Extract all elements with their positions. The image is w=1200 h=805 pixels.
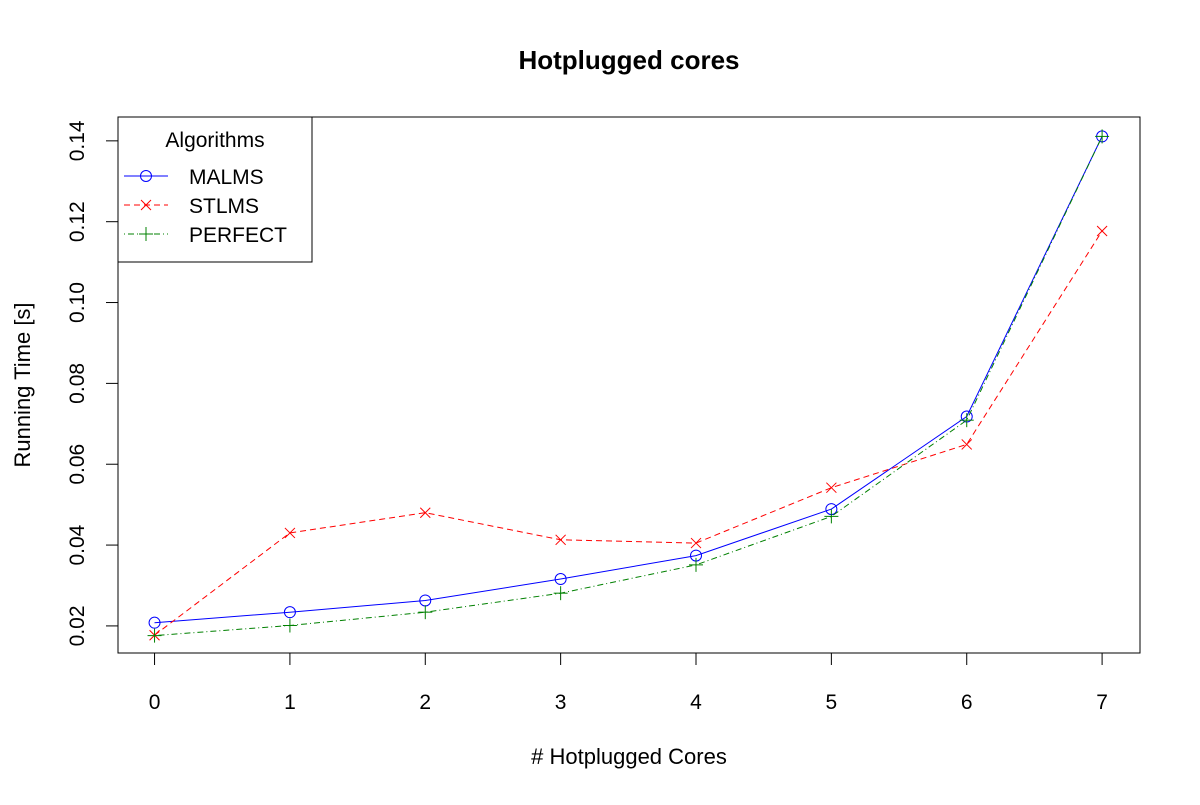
data-point-perfect xyxy=(282,618,297,633)
series-layer xyxy=(147,129,1110,643)
data-point-stlms xyxy=(419,507,431,519)
legend-box xyxy=(117,116,313,263)
legend-marker xyxy=(140,170,152,182)
x-axis: 0 1 2 3 4 5 6 7 xyxy=(149,652,1108,714)
legend-label: PERFECT xyxy=(189,224,287,247)
data-point-stlms xyxy=(690,537,702,549)
data-point-stlms xyxy=(961,439,973,450)
data-point-perfect xyxy=(689,557,704,572)
y-axis-label: Running Time [s] xyxy=(10,302,35,467)
data-point-stlms xyxy=(1096,225,1108,237)
data-point-perfect xyxy=(824,509,839,524)
legend-label: MALMS xyxy=(189,166,264,189)
x-tick-label: 0 xyxy=(149,691,161,714)
y-tick-label: 0.04 xyxy=(66,524,89,565)
data-point-perfect xyxy=(553,586,568,601)
legend-marker xyxy=(140,199,152,211)
y-tick-label: 0.08 xyxy=(66,363,89,404)
legend-marker xyxy=(139,227,153,241)
legend-items: MALMS STLMS PERFECT xyxy=(124,166,287,247)
x-axis-label: # Hotplugged Cores xyxy=(531,744,727,769)
chart-title: Hotplugged cores xyxy=(518,45,739,75)
x-tick-label: 7 xyxy=(1096,691,1108,714)
series-line-malms xyxy=(154,136,1103,624)
data-point-perfect xyxy=(147,628,162,643)
legend: Algorithms MALMS STLMS PERFECT xyxy=(117,116,313,263)
data-point-stlms xyxy=(826,482,837,494)
x-tick-label: 4 xyxy=(690,691,702,714)
y-tick-label: 0.12 xyxy=(66,201,89,242)
data-point-perfect xyxy=(1095,129,1110,144)
legend-label: STLMS xyxy=(189,195,259,218)
data-point-stlms xyxy=(284,527,296,539)
y-tick-label: 0.14 xyxy=(66,120,89,161)
x-tick-label: 6 xyxy=(961,691,973,714)
data-point-malms xyxy=(283,606,296,619)
data-point-malms xyxy=(148,616,161,629)
legend-item-malms: MALMS xyxy=(124,166,264,189)
x-tick-label: 1 xyxy=(284,691,296,714)
data-point-malms xyxy=(554,573,567,586)
legend-title: Algorithms xyxy=(165,129,264,152)
y-tick-label: 0.06 xyxy=(66,444,89,485)
legend-item-perfect: PERFECT xyxy=(124,224,287,247)
series-stlms xyxy=(149,225,1108,641)
x-tick-label: 3 xyxy=(555,691,567,714)
x-tick-label: 5 xyxy=(826,691,838,714)
y-axis: 0.02 0.04 0.06 0.08 0.10 0.12 0.14 xyxy=(66,120,119,646)
data-point-perfect xyxy=(959,413,974,428)
data-point-stlms xyxy=(555,534,566,546)
data-point-perfect xyxy=(418,605,433,620)
series-line-perfect xyxy=(154,136,1103,637)
legend-item-stlms: STLMS xyxy=(124,195,259,218)
series-perfect xyxy=(147,129,1110,643)
y-tick-label: 0.10 xyxy=(66,282,89,323)
y-tick-label: 0.02 xyxy=(66,605,89,646)
x-tick-label: 2 xyxy=(419,691,431,714)
series-line-stlms xyxy=(154,230,1103,636)
